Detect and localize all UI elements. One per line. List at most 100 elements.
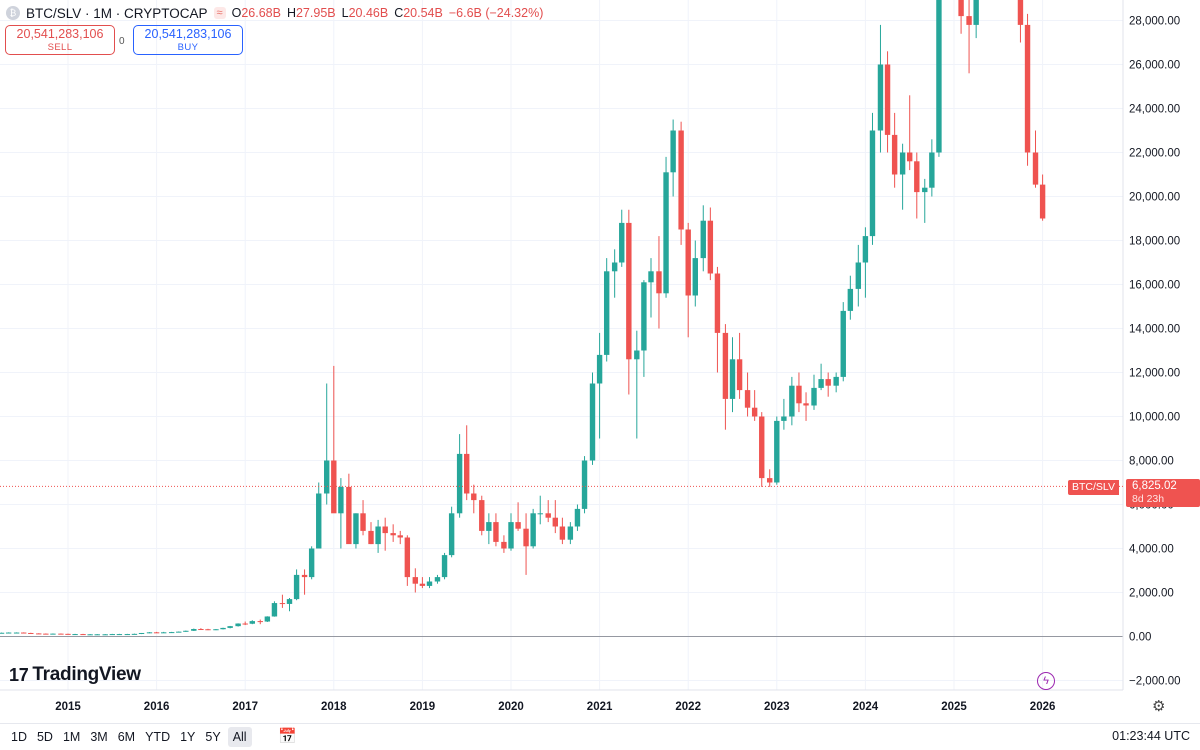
timeframe-selector: 1D 5D 1M 3M 6M YTD 1Y 5Y All xyxy=(8,724,252,750)
buy-label: BUY xyxy=(177,42,199,53)
candle-body xyxy=(279,603,286,605)
candle-body xyxy=(700,220,706,259)
candle-body xyxy=(692,258,698,296)
timeframe-3m[interactable]: 3M xyxy=(90,730,108,744)
candle-body xyxy=(235,623,241,627)
candle-body xyxy=(781,416,787,421)
candle-body xyxy=(922,187,928,193)
timeframe-6m[interactable]: 6M xyxy=(117,730,136,744)
symbol-logo-icon: ₿ xyxy=(6,6,20,20)
candle-body xyxy=(146,632,153,634)
candle-body xyxy=(552,517,558,527)
utc-clock[interactable]: 01:23:44 UTC xyxy=(1112,729,1190,743)
candle-body xyxy=(936,0,942,153)
price-tag-symbol: BTC/SLV xyxy=(1068,480,1119,495)
candle-body xyxy=(382,526,388,534)
candle-body xyxy=(346,486,352,545)
chart-settings-button[interactable]: ⚙ xyxy=(1152,697,1165,715)
candle-body xyxy=(87,634,93,636)
candle-body xyxy=(891,134,898,175)
candle-body xyxy=(973,0,979,25)
candle-body xyxy=(293,574,300,600)
candle-body xyxy=(966,16,972,25)
candle-body xyxy=(65,633,71,635)
candle-body xyxy=(464,453,470,494)
candle-body xyxy=(656,271,662,294)
candle-body xyxy=(1032,152,1039,185)
x-tick-label: 2023 xyxy=(764,701,790,713)
candle-body xyxy=(36,633,42,635)
candle-body xyxy=(412,577,419,584)
candle-body xyxy=(523,528,529,547)
candle-body xyxy=(360,513,366,531)
candle-body xyxy=(397,535,403,538)
calendar-range-icon[interactable]: 📅 xyxy=(278,728,297,745)
ohlc-close: C20.54B xyxy=(394,6,443,20)
symbol-title[interactable]: BTC/SLV · 1M · CRYPTOCAP xyxy=(26,5,208,21)
market-status-icon[interactable]: ≈ xyxy=(213,7,226,19)
y-tick-label: 2,000.00 xyxy=(1129,588,1174,600)
candle-body xyxy=(581,460,588,509)
lightning-button[interactable]: ϟ xyxy=(1037,672,1055,690)
y-tick-label: 0.00 xyxy=(1129,632,1151,644)
sell-button[interactable]: 20,541,283,106 SELL xyxy=(5,25,115,55)
x-tick-label: 2019 xyxy=(410,701,436,713)
candle-body xyxy=(958,0,964,17)
candle-body xyxy=(242,623,248,625)
timeframe-all[interactable]: All xyxy=(227,727,252,747)
candle-body xyxy=(840,310,846,377)
timeframe-5y[interactable]: 5Y xyxy=(205,730,221,744)
timeframe-ytd[interactable]: YTD xyxy=(145,730,171,744)
sell-label: SELL xyxy=(47,42,73,53)
candle-body xyxy=(264,616,271,622)
x-tick-label: 2024 xyxy=(853,701,879,713)
candle-body xyxy=(796,385,802,404)
tradingview-wordmark: TradingView xyxy=(32,664,141,685)
candle-body xyxy=(72,634,78,636)
y-tick-label: 10,000.00 xyxy=(1129,412,1180,424)
candle-body xyxy=(884,64,891,135)
x-tick-label: 2018 xyxy=(321,701,347,713)
candle-body xyxy=(160,632,167,634)
candle-body xyxy=(220,627,226,630)
candle-body xyxy=(589,383,596,461)
candle-body xyxy=(116,634,123,636)
y-tick-label: −2,000.00 xyxy=(1129,676,1180,688)
candle-body xyxy=(441,555,448,578)
timeframe-1m[interactable]: 1M xyxy=(62,730,81,744)
candle-body xyxy=(825,379,831,386)
candle-body xyxy=(603,271,610,355)
timeframe-1y[interactable]: 1Y xyxy=(180,730,196,744)
x-tick-label: 2026 xyxy=(1030,701,1056,713)
candle-body xyxy=(0,632,5,634)
timeframe-1d[interactable]: 1D xyxy=(11,730,27,744)
price-tag: 6,825.02 8d 23h xyxy=(1126,479,1200,507)
candle-body xyxy=(774,420,780,483)
candle-body xyxy=(183,630,189,632)
candle-body xyxy=(102,634,108,636)
x-tick-label: 2015 xyxy=(55,701,81,713)
candle-body xyxy=(456,453,463,514)
candle-body xyxy=(213,629,219,631)
ohlc-open: O26.68B xyxy=(231,6,281,20)
candle-body xyxy=(426,581,433,586)
buy-button[interactable]: 20,541,283,106 BUY xyxy=(133,25,243,55)
candle-body xyxy=(109,634,115,636)
candle-body xyxy=(324,460,330,494)
candle-body xyxy=(198,629,204,631)
candle-body xyxy=(567,526,574,540)
candle-body xyxy=(286,599,293,604)
candle-body xyxy=(678,130,684,230)
candle-body xyxy=(501,541,507,549)
candle-body xyxy=(508,522,514,549)
candle-body xyxy=(94,634,100,636)
candle-body xyxy=(530,513,536,547)
candle-body xyxy=(479,500,485,531)
candle-body xyxy=(486,522,492,531)
candle-body xyxy=(869,130,876,237)
candle-body xyxy=(271,603,278,617)
candle-body xyxy=(448,513,455,556)
x-tick-label: 2022 xyxy=(675,701,701,713)
timeframe-5d[interactable]: 5D xyxy=(36,730,53,744)
